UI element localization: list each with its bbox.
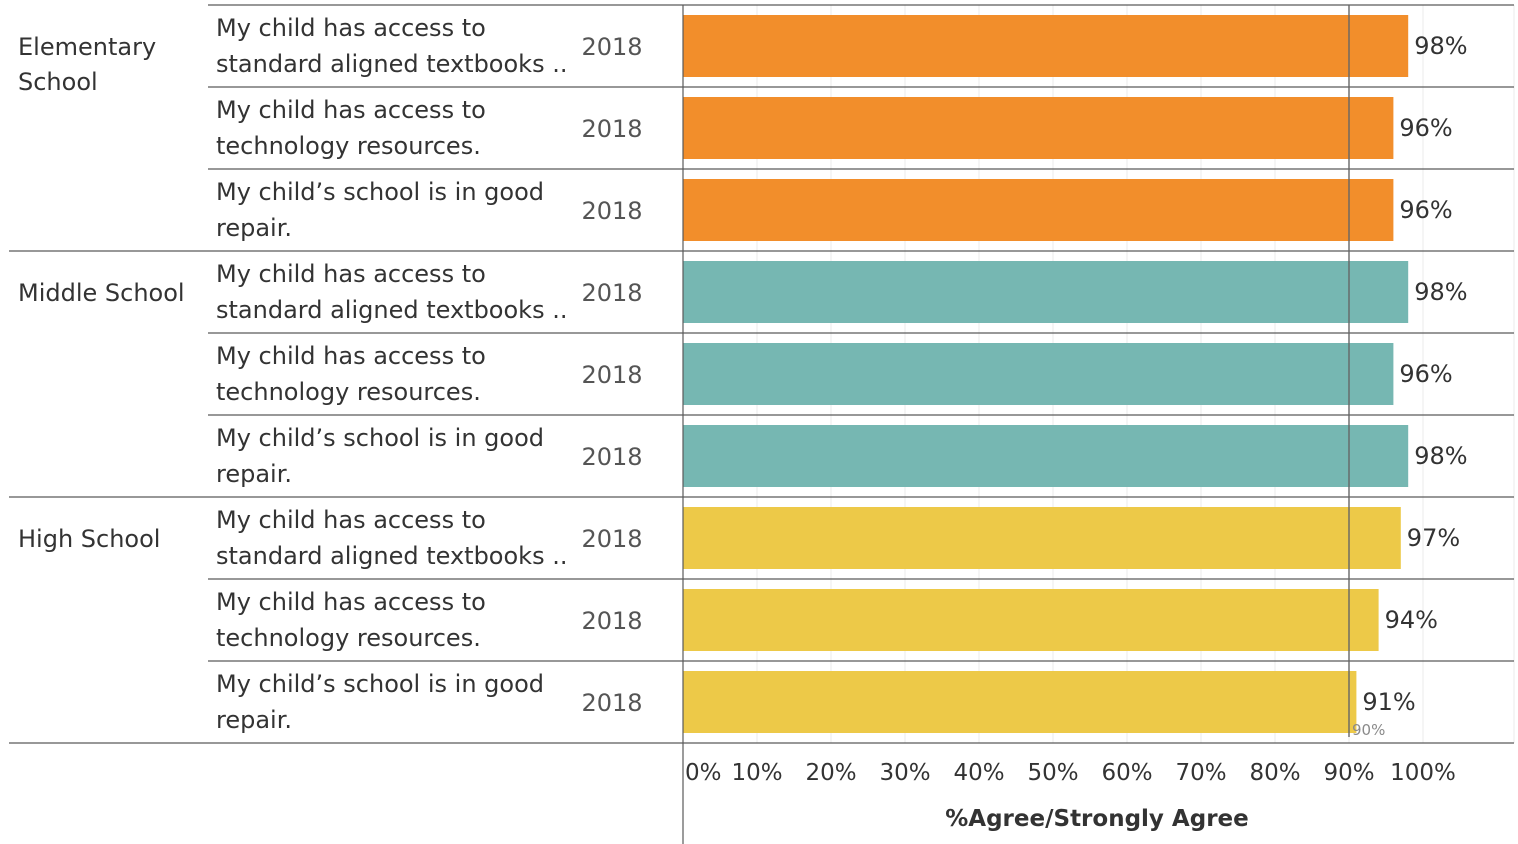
question-label: My child has access to: [216, 342, 486, 370]
question-label: My child’s school is in good: [216, 670, 544, 698]
question-label: repair.: [216, 706, 292, 734]
bar: [683, 343, 1394, 405]
x-axis-title: %Agree/Strongly Agree: [945, 806, 1248, 832]
question-label: technology resources.: [216, 624, 481, 652]
data-label: 91%: [1362, 688, 1415, 716]
question-label: technology resources.: [216, 378, 481, 406]
question-label: My child has access to: [216, 260, 486, 288]
year-label: 2018: [581, 525, 642, 553]
x-tick-label: 0%: [685, 760, 722, 786]
bar: [683, 589, 1379, 651]
question-label: repair.: [216, 460, 292, 488]
data-label: 94%: [1385, 606, 1438, 634]
bar: [683, 671, 1357, 733]
year-label: 2018: [581, 689, 642, 717]
data-label: 98%: [1414, 32, 1467, 60]
question-label: standard aligned textbooks ..: [216, 542, 567, 570]
data-label: 96%: [1399, 114, 1452, 142]
question-label: My child has access to: [216, 96, 486, 124]
x-tick-label: 10%: [731, 760, 782, 786]
bar: [683, 425, 1409, 487]
question-label: My child’s school is in good: [216, 424, 544, 452]
question-label: standard aligned textbooks ..: [216, 50, 567, 78]
data-label: 98%: [1414, 442, 1467, 470]
bar: [683, 507, 1401, 569]
group-label: High School: [18, 525, 160, 553]
x-tick-label: 50%: [1027, 760, 1078, 786]
year-label: 2018: [581, 33, 642, 61]
x-tick-label: 60%: [1101, 760, 1152, 786]
bar: [683, 15, 1409, 77]
year-label: 2018: [581, 607, 642, 635]
group-label: School: [18, 68, 98, 96]
year-label: 2018: [581, 443, 642, 471]
question-label: My child’s school is in good: [216, 178, 544, 206]
x-tick-label: 30%: [879, 760, 930, 786]
data-label: 96%: [1399, 196, 1452, 224]
x-tick-label: 70%: [1175, 760, 1226, 786]
group-label: Middle School: [18, 279, 185, 307]
x-tick-label: 20%: [805, 760, 856, 786]
question-label: My child has access to: [216, 588, 486, 616]
question-label: technology resources.: [216, 132, 481, 160]
reference-line-label: 90%: [1352, 721, 1385, 739]
data-label: 96%: [1399, 360, 1452, 388]
question-label: repair.: [216, 214, 292, 242]
question-label: standard aligned textbooks ..: [216, 296, 567, 324]
year-label: 2018: [581, 361, 642, 389]
x-tick-label: 80%: [1249, 760, 1300, 786]
question-label: My child has access to: [216, 506, 486, 534]
question-label: My child has access to: [216, 14, 486, 42]
year-label: 2018: [581, 279, 642, 307]
year-label: 2018: [581, 115, 642, 143]
x-tick-label: 90%: [1323, 760, 1374, 786]
data-label: 97%: [1407, 524, 1460, 552]
x-tick-label: 100%: [1390, 760, 1456, 786]
year-label: 2018: [581, 197, 642, 225]
x-tick-label: 40%: [953, 760, 1004, 786]
bar: [683, 179, 1394, 241]
bar: [683, 261, 1409, 323]
data-label: 98%: [1414, 278, 1467, 306]
bar: [683, 97, 1394, 159]
group-label: Elementary: [18, 33, 156, 61]
